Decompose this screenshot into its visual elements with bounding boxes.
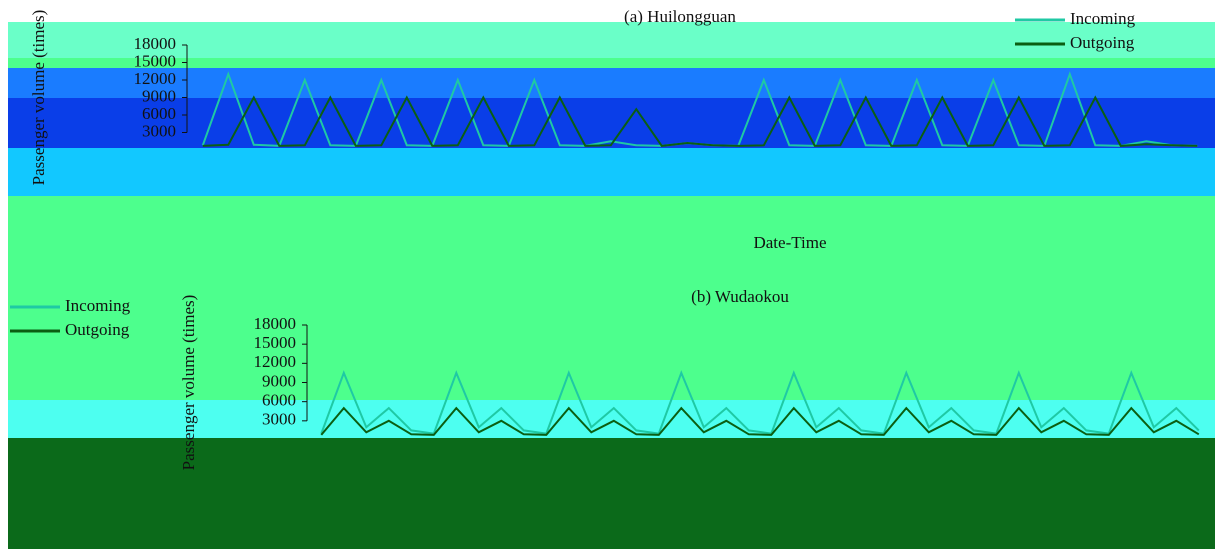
y-tick-label: 15000 xyxy=(254,333,297,352)
y-axis-label: Passenger volume (times) xyxy=(29,10,48,186)
y-tick-label: 9000 xyxy=(142,86,176,105)
y-tick-label: 15000 xyxy=(134,51,177,70)
y-tick-label: 12000 xyxy=(254,352,297,371)
series-line xyxy=(202,95,1198,147)
y-tick-label: 3000 xyxy=(142,121,176,140)
legend-label: Incoming xyxy=(1070,9,1136,28)
band xyxy=(8,438,1215,549)
legend-label: Outgoing xyxy=(1070,33,1135,52)
band xyxy=(8,68,1215,98)
y-tick-label: 6000 xyxy=(262,391,296,410)
y-tick-label: 12000 xyxy=(134,69,177,88)
band xyxy=(8,148,1215,196)
x-axis-label: Date-Time xyxy=(753,233,826,252)
y-tick-label: 6000 xyxy=(142,104,176,123)
chart-title: (a) Huilongguan xyxy=(624,7,736,26)
y-tick-label: 18000 xyxy=(254,314,297,333)
series-line xyxy=(320,406,1200,436)
legend-label: Incoming xyxy=(65,296,131,315)
series-line xyxy=(320,370,1200,435)
legend-label: Outgoing xyxy=(65,320,130,339)
y-tick-label: 18000 xyxy=(134,34,177,53)
y-tick-label: 9000 xyxy=(262,371,296,390)
y-axis-label: Passenger volume (times) xyxy=(179,295,198,471)
band xyxy=(8,400,1215,438)
chart-title: (b) Wudaokou xyxy=(691,287,789,306)
band xyxy=(8,22,1215,58)
y-tick-label: 3000 xyxy=(262,410,296,429)
